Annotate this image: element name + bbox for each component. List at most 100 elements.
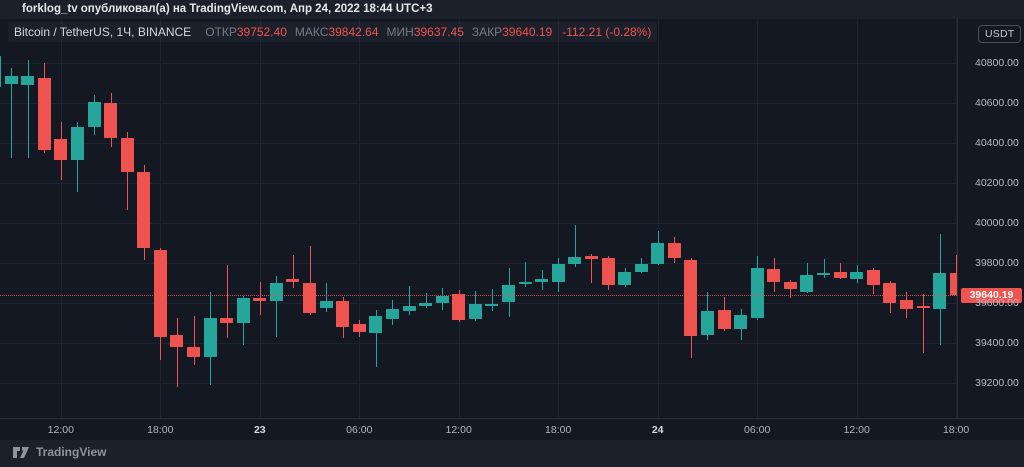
vertical-gridline	[558, 19, 560, 418]
candle-body-up	[568, 257, 582, 264]
vertical-gridline	[359, 19, 361, 418]
chart-widget-background	[0, 19, 1024, 440]
candle-wick-down	[193, 316, 195, 365]
horizontal-gridline	[0, 263, 957, 264]
vertical-gridline	[160, 19, 162, 418]
vertical-gridline	[259, 19, 261, 418]
candle-body-up	[203, 318, 217, 357]
horizontal-gridline	[0, 383, 957, 384]
candle-wick-down	[923, 294, 924, 353]
time-tick-label: 18:00	[545, 424, 572, 436]
price-tick-label: 39600.00	[975, 297, 1019, 309]
open-label: ОТКР	[205, 25, 237, 39]
candle-body-up	[618, 272, 631, 285]
candle-wick-up	[27, 60, 29, 158]
candle-body-up	[385, 309, 399, 319]
candle-body-up	[419, 303, 433, 306]
candle-body-down	[717, 310, 731, 329]
attribution-bar: forklog_tv опубликовал(а) на TradingView…	[0, 0, 1024, 19]
candle-body-down	[253, 298, 267, 301]
close-value: 39640.19	[502, 25, 553, 39]
candle-body-down	[54, 139, 68, 160]
vertical-gridline	[757, 19, 759, 418]
open-value: 39752.40	[236, 25, 287, 39]
vertical-gridline	[956, 19, 957, 418]
time-axis[interactable]: 12:00 18:00 23 06:00 12:00 18:00 24 06:00 12:00 1…	[0, 418, 1024, 441]
candle-body-down	[120, 138, 134, 172]
price-tick-label: 40600.00	[975, 97, 1019, 109]
tradingview-brand[interactable]: TradingView	[13, 445, 106, 459]
candle-body-down	[916, 306, 930, 308]
currency-badge: USDT	[978, 25, 1022, 43]
time-tick-label: 12:00	[47, 424, 74, 436]
chart-pane[interactable]	[0, 19, 957, 418]
candle-body-up	[700, 311, 714, 335]
candle-body-down	[883, 283, 897, 303]
candle-body-down	[767, 269, 781, 282]
candle-body-up	[87, 102, 101, 127]
legend-symbol[interactable]: Bitcoin / TetherUS, 1Ч, BINANCE	[14, 25, 192, 39]
candle-body-up	[850, 272, 864, 279]
tradingview-logo-icon	[13, 446, 29, 458]
candle-body-up	[319, 301, 333, 308]
candle-wick-up	[525, 262, 527, 287]
vertical-gridline	[657, 19, 659, 418]
low-value: 39637.45	[413, 25, 464, 39]
horizontal-gridline	[0, 303, 957, 304]
time-tick-label: 18:00	[147, 424, 174, 436]
price-tick-label: 40800.00	[975, 57, 1019, 69]
price-tick-label: 39400.00	[975, 337, 1019, 349]
candle-body-down	[303, 283, 316, 313]
candle-body-down	[286, 279, 300, 282]
candle-wick-up	[823, 259, 825, 278]
candle-body-up	[4, 76, 18, 84]
candle-body-down	[187, 347, 200, 357]
candle-wick-up	[326, 283, 328, 312]
candle-wick-down	[591, 254, 593, 283]
candle-body-down	[153, 250, 167, 337]
horizontal-gridline	[0, 103, 957, 104]
candle-body-up	[502, 285, 515, 302]
candle-body-up	[236, 298, 250, 323]
candle-body-down	[949, 272, 957, 295]
vertical-gridline	[60, 19, 62, 418]
vertical-gridline	[856, 19, 858, 418]
candle-body-up	[269, 283, 283, 301]
candle-wick-down	[840, 263, 842, 279]
candle-body-up	[369, 316, 383, 333]
legend-ohlc-group: ОТКР 39752.40 МАКС 39842.64 МИН 39637.45 ЗА…	[205, 25, 560, 39]
candle-body-down	[137, 172, 151, 248]
candle-body-up	[535, 279, 549, 282]
time-tick-label: 06:00	[346, 424, 373, 436]
last-price-line	[0, 295, 957, 296]
price-tick-label: 40200.00	[975, 177, 1019, 189]
candle-body-down	[866, 270, 880, 285]
horizontal-gridline	[0, 63, 957, 64]
candle-body-up	[435, 296, 449, 303]
tradingview-brand-text: TradingView	[36, 445, 107, 459]
candle-wick-down	[176, 318, 178, 387]
candle-body-up	[402, 306, 416, 311]
candle-body-down	[37, 78, 51, 150]
price-tick-label: 40400.00	[975, 137, 1019, 149]
high-label: МАКС	[294, 25, 329, 39]
candle-body-down	[783, 282, 797, 289]
candle-body-down	[833, 272, 847, 278]
candle-body-up	[817, 273, 830, 275]
candle-body-up	[933, 273, 947, 309]
price-axis[interactable]: USDT 39640.19 40800.00 40600.00 40400.00 40…	[957, 19, 1024, 418]
price-tick-label: 39800.00	[975, 257, 1019, 269]
candle-wick-down	[292, 255, 294, 288]
candle-body-up	[634, 264, 648, 272]
time-tick-label: 23	[253, 424, 266, 436]
price-tick-label: 39200.00	[975, 377, 1019, 389]
chart-legend: Bitcoin / TetherUS, 1Ч, BINANCE ОТКР 3975…	[8, 22, 657, 42]
candle-body-down	[352, 324, 366, 332]
candle-wick-up	[375, 310, 377, 367]
candle-wick-up	[425, 293, 427, 308]
candle-body-down	[104, 103, 118, 138]
candle-wick-up	[409, 286, 410, 315]
low-label: МИН	[386, 25, 414, 39]
candle-body-down	[584, 256, 598, 259]
price-tick-label: 40000.00	[975, 217, 1019, 229]
